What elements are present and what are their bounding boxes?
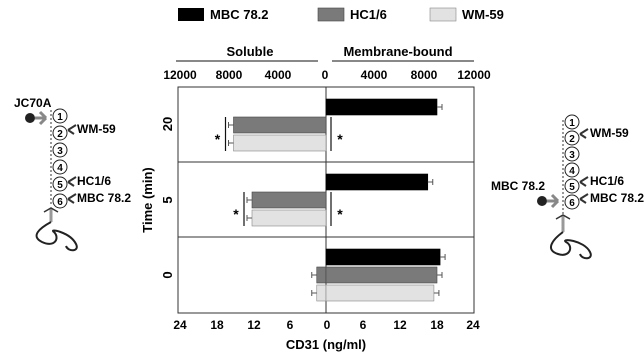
cytoplasmic-tail xyxy=(35,221,78,252)
legend-swatch-mbc xyxy=(178,8,204,21)
legend-swatch-wm xyxy=(429,7,457,22)
bottom-tick-label: 18 xyxy=(430,318,444,332)
domain-circle xyxy=(564,178,580,194)
bar-soluble xyxy=(251,191,327,209)
significance-star: * xyxy=(337,206,343,222)
bottom-tick-label: 0 xyxy=(324,318,331,332)
antibody-mark xyxy=(67,193,77,204)
top-tick-label: 4000 xyxy=(265,68,292,82)
y-axis-label: Time (min) xyxy=(140,167,155,233)
antibody-label: MBC 78.2 xyxy=(590,191,644,205)
domain-circle xyxy=(52,159,68,175)
domain-circle xyxy=(52,108,68,124)
top-tick-label: 8000 xyxy=(411,68,438,82)
domain-circle xyxy=(52,142,68,158)
bar-membrane xyxy=(325,284,435,302)
significance-star: * xyxy=(233,206,239,222)
domain-label: 2 xyxy=(569,134,575,145)
bar-soluble xyxy=(251,209,327,227)
domain-label: 4 xyxy=(57,163,63,174)
bar-soluble xyxy=(316,266,327,284)
category-label: 5 xyxy=(160,196,175,203)
bar-soluble xyxy=(233,116,327,134)
category-label: 20 xyxy=(160,117,175,131)
significance-star: * xyxy=(337,131,343,147)
diagram-left: JC70A 1 2 3 4 5 6 WM-59 HC1/6 MBC 78.2 xyxy=(14,96,131,252)
bottom-tick-label: 12 xyxy=(393,318,407,332)
bars: * * * * xyxy=(215,98,446,302)
antibody-mark xyxy=(579,128,589,139)
domain-label: 3 xyxy=(57,146,63,157)
domain-circle xyxy=(564,146,580,162)
domain-circle xyxy=(564,162,580,178)
bottom-tick-label: 24 xyxy=(466,318,480,332)
bar-membrane xyxy=(325,98,438,116)
domain-label: 5 xyxy=(57,180,63,191)
jc70a-bead xyxy=(25,113,35,123)
domain-label: 1 xyxy=(569,118,575,129)
domain-circle xyxy=(52,125,68,141)
top-tick-label: 8000 xyxy=(216,68,243,82)
bottom-tick-label: 6 xyxy=(287,318,294,332)
transmembrane-stub xyxy=(43,207,59,213)
antibody-mark xyxy=(579,193,589,204)
antibody-label: WM-59 xyxy=(590,126,629,140)
domain-label: 4 xyxy=(569,166,575,177)
domain-circle xyxy=(564,130,580,146)
antibody-label: HC1/6 xyxy=(77,174,111,188)
cytoplasmic-tail xyxy=(549,231,592,260)
legend: MBC 78.2 HC1/6 WM-59 xyxy=(178,7,504,22)
domain-label: 5 xyxy=(569,182,575,193)
top-tick-label: 4000 xyxy=(361,68,388,82)
legend-label-hc: HC1/6 xyxy=(350,7,387,22)
domain-label: 2 xyxy=(57,129,63,140)
antibody-mark xyxy=(67,124,77,135)
bar-soluble xyxy=(316,284,327,302)
antibody-mark xyxy=(67,176,77,187)
soluble-title: Soluble xyxy=(227,44,274,59)
antibody-label: HC1/6 xyxy=(590,174,624,188)
bar-soluble xyxy=(233,134,327,152)
domain-label: 3 xyxy=(569,150,575,161)
bar-membrane xyxy=(325,266,438,284)
legend-label-mbc: MBC 78.2 xyxy=(210,7,269,22)
legend-swatch-hc xyxy=(317,7,345,22)
domain-circle xyxy=(564,194,580,210)
significance-star: * xyxy=(215,131,221,147)
jc70a-antibody xyxy=(35,110,48,126)
transmembrane-stub xyxy=(555,214,571,220)
jc70a-label: JC70A xyxy=(14,96,52,110)
category-label: 0 xyxy=(160,271,175,278)
bottom-tick-label: 12 xyxy=(247,318,261,332)
domain-circle xyxy=(564,114,580,130)
membrane-title: Membrane-bound xyxy=(343,44,452,59)
domain-circle xyxy=(52,193,68,209)
top-tick-label: 12000 xyxy=(163,68,197,82)
domain-label: 1 xyxy=(57,112,63,123)
bottom-tick-label: 6 xyxy=(360,318,367,332)
bottom-tick-label: 24 xyxy=(173,318,187,332)
legend-label-wm: WM-59 xyxy=(462,7,504,22)
mbc-bead xyxy=(537,196,547,206)
bottom-tick-label: 18 xyxy=(210,318,224,332)
bar-membrane xyxy=(325,173,429,191)
mbc-antibody xyxy=(547,193,560,209)
bar-membrane xyxy=(325,248,441,266)
x-axis-label: CD31 (ng/ml) xyxy=(286,337,366,352)
antibody-label: WM-59 xyxy=(77,122,116,136)
antibody-mark xyxy=(579,176,589,187)
antibody-label: MBC 78.2 xyxy=(77,191,131,205)
domain-label: 6 xyxy=(57,197,63,208)
domain-circle xyxy=(52,176,68,192)
diagram-right: 1 2 3 4 5 6 WM-59 HC1/6 MBC 78.2 MBC 78.… xyxy=(491,114,644,260)
domain-label: 6 xyxy=(569,198,575,209)
mbc-side-label: MBC 78.2 xyxy=(491,179,545,193)
top-tick-label: 12000 xyxy=(457,68,491,82)
top-tick-label: 0 xyxy=(322,68,329,82)
